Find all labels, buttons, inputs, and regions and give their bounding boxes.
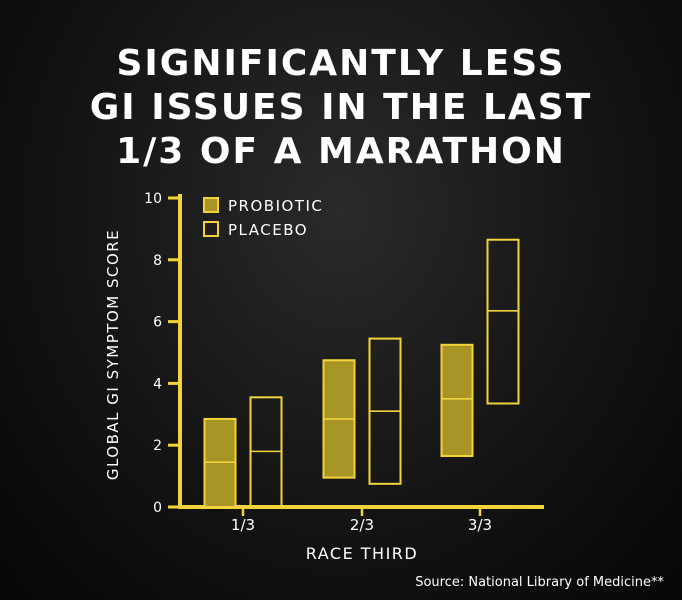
title-line-1: SIGNIFICANTLY LESS [116,43,566,84]
legend-label-probiotic: PROBIOTIC [228,197,323,215]
y-tick-label-6: 6 [153,315,162,331]
y-tick-label-2: 2 [153,438,162,454]
legend-swatch-placebo [203,221,219,237]
chart-title: SIGNIFICANTLY LESS GI ISSUES IN THE LAST… [0,42,682,174]
y-tick-label-0: 0 [153,500,162,516]
x-tick-label-1: 1/3 [231,516,255,534]
y-axis-label: GLOBAL GI SYMPTOM SCORE [104,229,122,480]
y-tick-label-4: 4 [153,376,162,392]
x-tick-label-2: 2/3 [350,516,374,534]
x-axis-label: RACE THIRD [306,544,418,563]
y-tick-label-8: 8 [153,253,162,269]
source-note: Source: National Library of Medicine** [415,575,664,590]
legend-swatch-probiotic [203,197,219,213]
x-tick-label-3: 3/3 [468,516,492,534]
probiotic-box-3 [440,343,474,458]
legend-label-placebo: PLACEBO [228,221,308,239]
title-line-2: GI ISSUES IN THE LAST [89,87,593,128]
title-line-3: 1/3 OF A MARATHON [116,131,566,172]
y-tick-label-10: 10 [144,191,162,207]
placebo-box-3 [486,238,520,405]
